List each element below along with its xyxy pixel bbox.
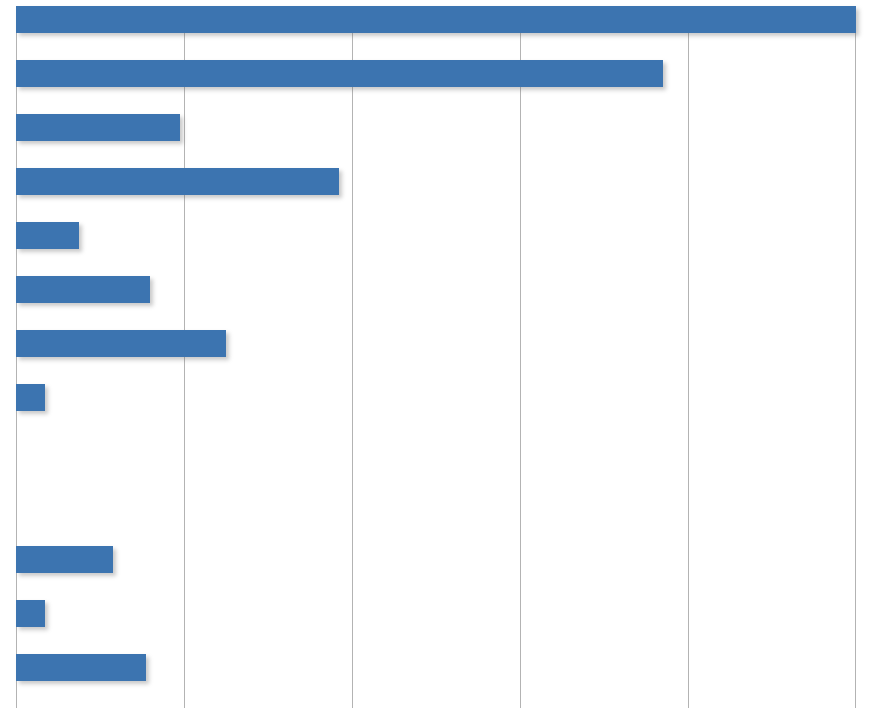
bar <box>16 330 226 357</box>
bar <box>16 168 339 195</box>
chart-container <box>0 0 869 721</box>
bar-slot <box>16 600 856 627</box>
bar-slot <box>16 6 856 33</box>
bar <box>16 546 113 573</box>
bar <box>16 600 45 627</box>
bar <box>16 276 150 303</box>
bar-slot <box>16 114 856 141</box>
bar-slot <box>16 168 856 195</box>
bar-slot <box>16 60 856 87</box>
plot-area <box>16 6 856 708</box>
bar <box>16 60 663 87</box>
bar-slot <box>16 492 856 519</box>
bar-slot <box>16 276 856 303</box>
bar <box>16 114 180 141</box>
bar <box>16 654 146 681</box>
bar-slot <box>16 654 856 681</box>
bar <box>16 222 79 249</box>
bar-slot <box>16 546 856 573</box>
bar-slot <box>16 222 856 249</box>
bar-slot <box>16 384 856 411</box>
bar <box>16 384 45 411</box>
bar <box>16 6 856 33</box>
bar-slot <box>16 330 856 357</box>
bar-slot <box>16 438 856 465</box>
